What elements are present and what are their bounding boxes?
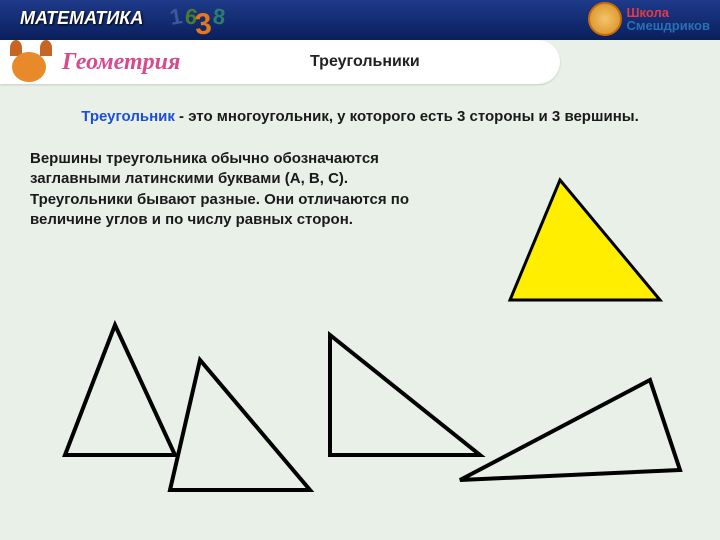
decorative-digits: 1 6 3 8 [170, 0, 225, 32]
moose-icon [6, 40, 56, 84]
section-label: Геометрия [62, 49, 180, 76]
definition-text: Треугольник - это многоугольник, у котор… [60, 108, 660, 125]
digit-8-icon: 8 [211, 3, 226, 30]
definition-term: Треугольник [81, 108, 175, 125]
school-line2: Смешдриков [626, 18, 710, 33]
school-disc-icon [588, 2, 622, 36]
triangle-4 [450, 370, 700, 500]
digit-1-icon: 1 [168, 3, 185, 31]
figure-area [0, 160, 720, 540]
school-text: Школа Смешдриков [626, 6, 710, 32]
page-title: Треугольники [310, 53, 420, 71]
definition-rest: - это многоугольник, у которого есть 3 с… [175, 108, 639, 125]
top-bar: МАТЕМАТИКА 1 6 3 8 Школа Смешдриков [0, 0, 720, 40]
school-logo: Школа Смешдриков [588, 2, 710, 36]
triangle-2 [160, 350, 330, 510]
sub-bar: Геометрия Треугольники [0, 40, 560, 84]
yellow-triangle [500, 170, 680, 315]
math-label: МАТЕМАТИКА [20, 8, 143, 29]
digit-3-icon: 3 [194, 7, 213, 42]
